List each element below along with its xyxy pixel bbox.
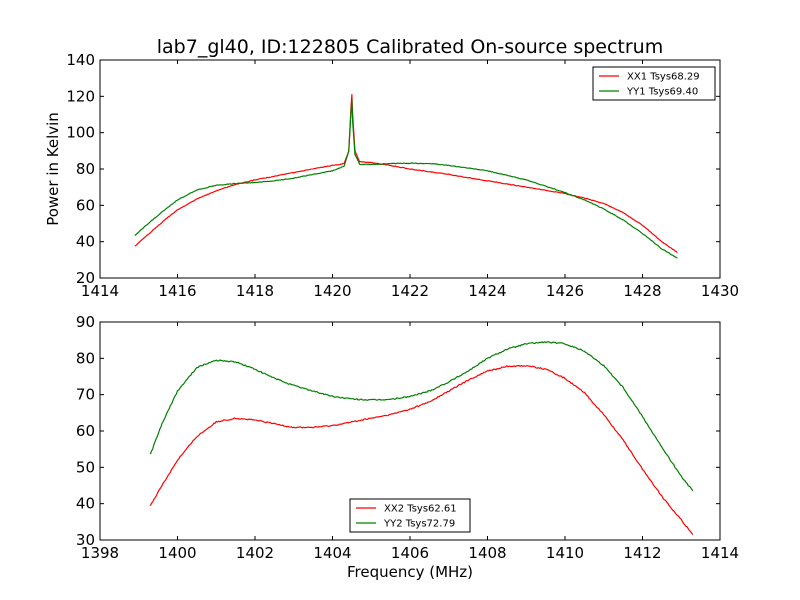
series-line-2 bbox=[149, 341, 694, 492]
y-tick-label: 100 bbox=[66, 124, 95, 142]
y-tick-label: 60 bbox=[76, 422, 95, 440]
y-tick-label: 90 bbox=[76, 313, 95, 331]
x-tick-label: 1422 bbox=[391, 282, 429, 300]
y-tick-label: 40 bbox=[76, 233, 95, 251]
x-tick-label: 1410 bbox=[546, 544, 584, 562]
plot-panels: 1414 1416 1418 1420 1422 1424 1426 1428 1430 20 40… bbox=[66, 51, 739, 562]
y-tick-label: 70 bbox=[76, 386, 95, 404]
legend-label: XX2 Tsys62.61 bbox=[384, 504, 457, 515]
x-tick-label: 1420 bbox=[313, 282, 351, 300]
y-tick-label: 30 bbox=[76, 531, 95, 549]
y-tick-label: 140 bbox=[66, 51, 95, 69]
x-tick-label: 1424 bbox=[468, 282, 506, 300]
x-tick-label: 1402 bbox=[236, 544, 274, 562]
x-tick-label: 1406 bbox=[391, 544, 429, 562]
legend-box bbox=[592, 66, 716, 101]
series-line-2 bbox=[134, 99, 678, 259]
y-tick-label: 60 bbox=[76, 196, 95, 214]
y-tick-label: 80 bbox=[76, 160, 95, 178]
legend-box bbox=[349, 498, 471, 533]
x-tick-label: 1408 bbox=[468, 544, 506, 562]
y-tick-label: 80 bbox=[76, 349, 95, 367]
x-tick-label: 1398 bbox=[81, 544, 119, 562]
y-tick-label: 40 bbox=[76, 495, 95, 513]
legend-label: YY1 Tsys69.40 bbox=[626, 87, 698, 98]
legend: XX1 Tsys68.29 YY1 Tsys69.40 bbox=[592, 66, 716, 101]
plot-panel-2: 1398 1400 1402 1404 1406 1408 1410 1412 1414 30 40… bbox=[76, 313, 739, 562]
x-tick-label: 1400 bbox=[158, 544, 196, 562]
x-tick-label: 1414 bbox=[81, 282, 119, 300]
y-axis-label: Power in Kelvin bbox=[44, 112, 62, 226]
legend-label: XX1 Tsys68.29 bbox=[627, 72, 700, 83]
series-line-1 bbox=[149, 364, 694, 535]
series-line-1 bbox=[134, 93, 678, 254]
chart-title: lab7_gl40, ID:122805 Calibrated On-sourc… bbox=[157, 36, 664, 58]
plot-panel-1: 1414 1416 1418 1420 1422 1424 1426 1428 1430 20 40… bbox=[66, 51, 739, 300]
x-tick-label: 1412 bbox=[623, 544, 661, 562]
y-tick-label: 120 bbox=[66, 87, 95, 105]
x-tick-label: 1404 bbox=[313, 544, 351, 562]
x-tick-label: 1418 bbox=[236, 282, 274, 300]
x-tick-label: 1428 bbox=[623, 282, 661, 300]
x-axis-label: Frequency (MHz) bbox=[347, 563, 473, 581]
legend-label: YY2 Tsys72.79 bbox=[383, 519, 455, 530]
legend: XX2 Tsys62.61 YY2 Tsys72.79 bbox=[349, 498, 471, 533]
x-tick-label: 1430 bbox=[701, 282, 739, 300]
x-tick-label: 1416 bbox=[158, 282, 196, 300]
y-tick-label: 50 bbox=[76, 458, 95, 476]
y-tick-label: 20 bbox=[76, 269, 95, 287]
x-tick-label: 1414 bbox=[701, 544, 739, 562]
x-tick-label: 1426 bbox=[546, 282, 584, 300]
